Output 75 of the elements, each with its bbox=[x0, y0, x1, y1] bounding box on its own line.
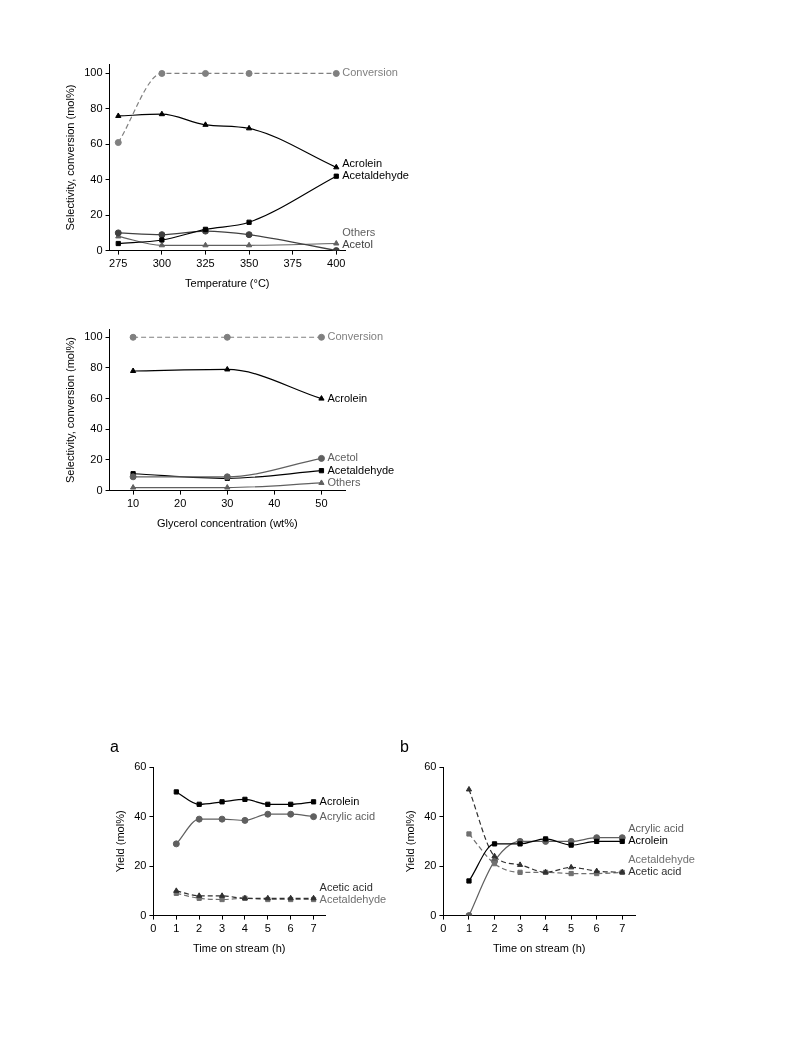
x-tick-label: 1 bbox=[465, 922, 473, 935]
y-tick-label: 60 bbox=[134, 760, 147, 773]
y-tick-label: 20 bbox=[424, 859, 437, 872]
x-tick-label: 3 bbox=[219, 922, 226, 935]
chart-title: a bbox=[110, 738, 119, 756]
y-tick-label: 60 bbox=[424, 760, 437, 773]
y-tick-label: 0 bbox=[140, 908, 147, 921]
y-tick-label: 40 bbox=[90, 172, 103, 185]
x-axis-title: Time on stream (h) bbox=[192, 942, 286, 955]
x-tick-label: 3 bbox=[517, 922, 524, 935]
x-tick-label: 300 bbox=[152, 257, 172, 270]
y-axis-title: Yield (mol%) bbox=[403, 810, 416, 873]
x-tick-label: 4 bbox=[542, 922, 549, 935]
y-tick-label: 80 bbox=[90, 101, 103, 114]
x-tick-label: 400 bbox=[327, 257, 346, 270]
series-label: Acrolein bbox=[319, 794, 360, 807]
x-tick-label: 0 bbox=[440, 922, 447, 935]
x-tick-label: 325 bbox=[196, 257, 215, 270]
series-label: Acetaldehyde bbox=[342, 169, 409, 182]
x-tick-label: 10 bbox=[126, 497, 140, 510]
series-label: Acrylic acid bbox=[319, 809, 376, 822]
y-axis-title: Yield (mol%) bbox=[113, 810, 126, 873]
x-tick-label: 1 bbox=[173, 922, 180, 935]
y-tick-label: 40 bbox=[424, 809, 437, 822]
x-tick-label: 40 bbox=[268, 497, 281, 510]
series-label: Acetaldehyde bbox=[327, 463, 395, 476]
y-tick-label: 100 bbox=[84, 66, 103, 79]
series-label: Acrolein bbox=[327, 391, 368, 404]
x-tick-label: 375 bbox=[283, 257, 302, 270]
y-tick-label: 20 bbox=[90, 208, 103, 221]
y-axis-title: Selectivity, conversion (mol%) bbox=[63, 337, 76, 484]
y-tick-label: 60 bbox=[90, 391, 103, 404]
y-tick-label: 0 bbox=[96, 483, 103, 496]
x-tick-label: 6 bbox=[287, 922, 294, 935]
y-tick-label: 20 bbox=[90, 452, 103, 465]
x-axis-title: Temperature (°C) bbox=[185, 277, 270, 290]
y-tick-label: 20 bbox=[134, 859, 147, 872]
series-label: Acrolein bbox=[628, 834, 668, 847]
x-axis-title: Glycerol concentration (wt%) bbox=[156, 517, 298, 530]
y-tick-label: 60 bbox=[90, 137, 103, 150]
series-label: Acetol bbox=[327, 451, 359, 464]
x-tick-label: 275 bbox=[109, 257, 128, 270]
chart-title: b bbox=[400, 738, 409, 756]
y-axis-title: Selectivity, conversion (mol%) bbox=[63, 84, 76, 231]
series-label: Others bbox=[342, 225, 376, 238]
x-tick-label: 20 bbox=[174, 497, 187, 510]
series-label: Acetic acid bbox=[628, 865, 682, 878]
y-tick-label: 0 bbox=[430, 908, 437, 921]
series-label: Acetaldehyde bbox=[628, 853, 695, 866]
y-tick-label: 40 bbox=[90, 422, 103, 435]
y-tick-label: 0 bbox=[96, 243, 103, 256]
x-tick-label: 7 bbox=[310, 922, 317, 935]
series-label: Conversion bbox=[342, 66, 398, 79]
x-tick-label: 2 bbox=[196, 922, 203, 935]
x-axis-title: Time on stream (h) bbox=[492, 942, 586, 955]
series-label: Others bbox=[327, 475, 361, 488]
x-tick-label: 7 bbox=[619, 922, 626, 935]
y-tick-label: 40 bbox=[134, 809, 147, 822]
series-label: Acetic acid bbox=[319, 880, 373, 893]
x-tick-label: 4 bbox=[241, 922, 248, 935]
x-tick-label: 350 bbox=[239, 257, 259, 270]
series-label: Acrylic acid bbox=[628, 822, 684, 835]
x-tick-label: 0 bbox=[150, 922, 157, 935]
x-tick-label: 30 bbox=[221, 497, 234, 510]
y-tick-label: 80 bbox=[90, 360, 103, 373]
x-tick-label: 5 bbox=[568, 922, 575, 935]
x-tick-label: 6 bbox=[593, 922, 600, 935]
series-label: Acetaldehyde bbox=[319, 892, 387, 905]
y-tick-label: 100 bbox=[84, 330, 103, 343]
x-tick-label: 2 bbox=[491, 922, 498, 935]
series-label: Acrolein bbox=[342, 157, 383, 170]
series-label: Acetol bbox=[342, 237, 373, 250]
x-tick-label: 5 bbox=[264, 922, 271, 935]
x-tick-label: 50 bbox=[315, 497, 328, 510]
series-label: Conversion bbox=[327, 330, 384, 343]
